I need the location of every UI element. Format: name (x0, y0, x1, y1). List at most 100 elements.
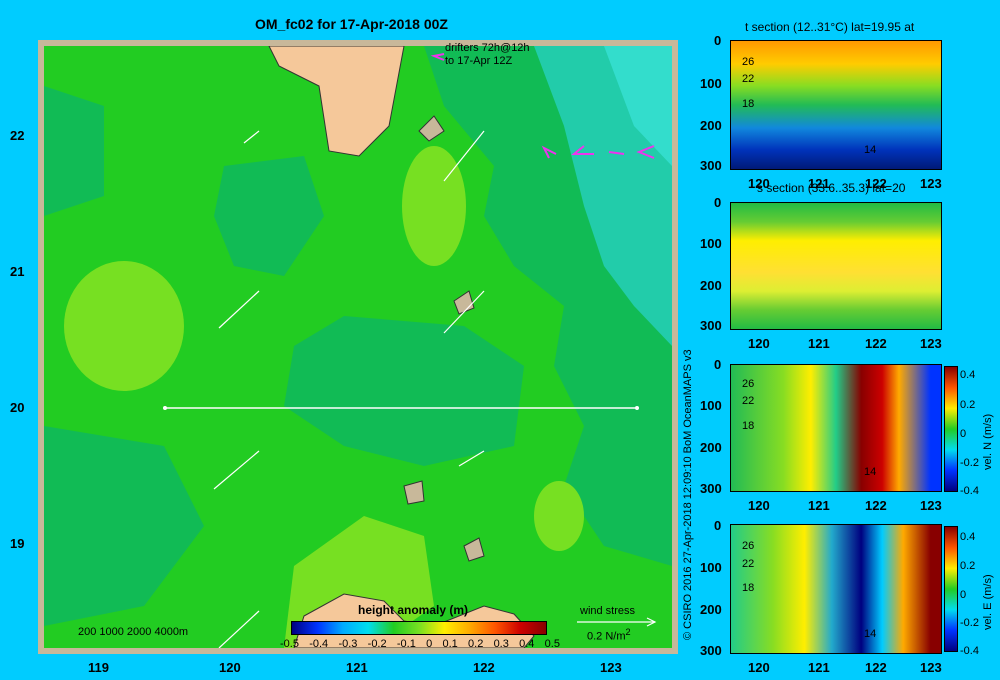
contour-label: 18 (742, 420, 755, 432)
lon-tick: 123 (920, 176, 942, 191)
map-island (403, 480, 425, 505)
depth-tick: 200 (700, 278, 722, 293)
vel-e-colorbar (944, 526, 958, 652)
drifter-tracks (430, 53, 655, 159)
lon-tick: 120 (748, 660, 770, 675)
depth-tick: 300 (700, 158, 722, 173)
y-tick: 21 (10, 264, 25, 279)
depth-tick: 200 (700, 602, 722, 617)
depth-tick: 0 (714, 518, 722, 533)
y-tick: 20 (10, 400, 25, 415)
x-tick: 119 (88, 660, 109, 675)
depth-tick: 100 (700, 560, 722, 575)
colorbar-tick: -0.4 (309, 638, 329, 650)
colorbar-tick: 0.3 (493, 638, 509, 650)
contour-label: 26 (742, 378, 755, 390)
lon-tick: 120 (748, 498, 770, 513)
colorbar-tick: -0.3 (338, 638, 358, 650)
wind-stress-unit-sup: 2 (625, 627, 631, 637)
colorbar-ticks: -0.5 -0.4 -0.3 -0.2 -0.1 0 0.1 0.2 0.3 0… (280, 638, 560, 650)
map-land-taiwan (268, 46, 405, 157)
drifters-label-line2: to 17-Apr 12Z (445, 55, 513, 67)
colorbar-tick: 0.1 (442, 638, 458, 650)
depth-tick: 300 (700, 643, 722, 658)
lon-tick: 123 (920, 660, 942, 675)
cbar-tick: -0.4 (960, 645, 979, 657)
map-region-center (284, 316, 524, 466)
lon-tick: 123 (920, 498, 942, 513)
lon-tick: 123 (920, 336, 942, 351)
drifters-label-line1: drifters 72h@12h (445, 42, 530, 54)
lon-tick: 121 (808, 176, 830, 191)
x-tick: 120 (219, 660, 241, 675)
contour-label: 14 (864, 466, 877, 478)
map-title: OM_fc02 for 17-Apr-2018 00Z (255, 16, 448, 32)
wind-stress-arrow (577, 617, 657, 627)
map-high-west (64, 261, 184, 391)
map-region-far-northeast (604, 46, 672, 166)
colorbar-tick: 0.4 (519, 638, 535, 650)
t-section-plot (730, 40, 942, 170)
contour-label: 14 (864, 144, 877, 156)
map-region-southwest (44, 426, 204, 626)
map-island (418, 115, 445, 142)
contour-label: 22 (742, 395, 755, 407)
lon-tick: 122 (865, 336, 887, 351)
depth-tick: 100 (700, 398, 722, 413)
depth-tick: 100 (700, 236, 722, 251)
lon-tick: 120 (748, 336, 770, 351)
panel-title: t section (12..31°C) lat=19.95 at (745, 20, 915, 34)
depth-tick: 100 (700, 76, 722, 91)
lon-tick: 120 (748, 176, 770, 191)
wind-stress-label: wind stress (580, 605, 636, 617)
s-section-plot (730, 202, 942, 330)
contour-label: 26 (742, 540, 755, 552)
map-high-north (402, 146, 466, 266)
depth-tick: 200 (700, 440, 722, 455)
lon-tick: 122 (865, 176, 887, 191)
colorbar-tick: -0.1 (396, 638, 416, 650)
contour-label: 18 (742, 98, 755, 110)
contour-label: 18 (742, 582, 755, 594)
colorbar-tick: 0.5 (544, 638, 560, 650)
cbar-label: vel. E (m/s) (982, 574, 994, 630)
map-region-west (44, 86, 104, 216)
cbar-tick: 0 (960, 428, 967, 440)
cbar-tick: 0.2 (960, 560, 976, 572)
lon-tick: 122 (865, 498, 887, 513)
x-tick: 123 (600, 660, 622, 675)
wind-stress-unit: 0.2 N/m2 (587, 627, 631, 643)
wind-stress-unit-text: 0.2 N/m (587, 630, 626, 643)
cbar-label: vel. N (m/s) (982, 413, 994, 470)
cbar-tick: 0.4 (960, 531, 976, 543)
credit-text: © CSIRO 2016 27-Apr-2018 12:09:10 BoM Oc… (682, 349, 694, 640)
cbar-tick: -0.4 (960, 485, 979, 497)
height-anomaly-map (44, 46, 672, 648)
depth-tick: 0 (714, 357, 722, 372)
vel-n-colorbar (944, 366, 958, 492)
contour-label: 14 (864, 628, 877, 640)
depth-tick: 300 (700, 481, 722, 496)
colorbar-title: height anomaly (m) (358, 603, 469, 617)
vel-e-section-plot (730, 524, 942, 654)
map-region-north (214, 156, 324, 276)
colorbar-tick: 0 (426, 638, 433, 650)
cbar-tick: -0.2 (960, 457, 979, 469)
contour-label: 22 (742, 73, 755, 85)
depth-tick: 0 (714, 33, 722, 48)
cbar-tick: -0.2 (960, 617, 979, 629)
contour-label: 22 (742, 558, 755, 570)
vel-n-section-plot (730, 364, 942, 492)
depth-tick: 300 (700, 318, 722, 333)
lon-tick: 122 (865, 660, 887, 675)
colorbar-tick: -0.2 (367, 638, 387, 650)
lon-tick: 121 (808, 336, 830, 351)
cbar-tick: 0.4 (960, 369, 976, 381)
map-high-southeast (534, 481, 584, 551)
lon-tick: 121 (808, 660, 830, 675)
lon-tick: 121 (808, 498, 830, 513)
x-tick: 122 (473, 660, 495, 675)
depth-legend: 200 1000 2000 4000m (78, 626, 189, 638)
x-tick: 121 (346, 660, 368, 675)
panel-title: s section (33.6..35.3) lat=20 (757, 181, 906, 195)
